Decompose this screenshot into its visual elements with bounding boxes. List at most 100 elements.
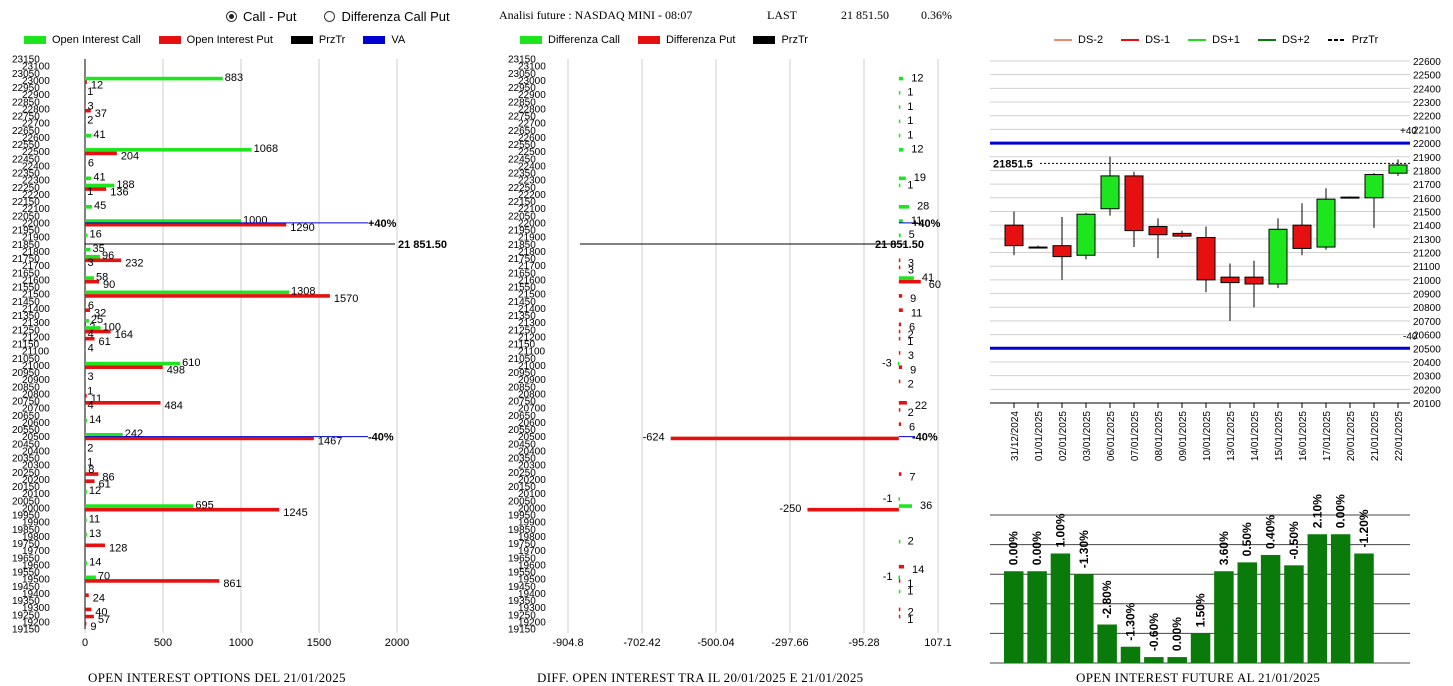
diff-put-value: 6 bbox=[909, 322, 915, 334]
candle-body bbox=[1220, 276, 1240, 284]
diff-put-bar bbox=[898, 308, 903, 312]
candle-date-label: 02/01/2025 bbox=[1058, 411, 1069, 461]
diff-strike-label: 22100 bbox=[518, 204, 546, 215]
oi-call-value: 35 bbox=[92, 243, 104, 255]
legend-swatch-put bbox=[158, 36, 181, 44]
legend-item-prztr: PrzTr bbox=[290, 34, 345, 46]
radio-dot-call-put[interactable] bbox=[226, 11, 237, 22]
diff-call-bar bbox=[898, 205, 910, 209]
future-bar-label: -0.60% bbox=[1147, 613, 1161, 651]
radio-call-put[interactable]: Call - Put bbox=[226, 9, 296, 24]
header-title: Analisi future : NASDAQ MINI - 08:07 bbox=[499, 8, 693, 22]
diff-strike-label: 22950 bbox=[508, 83, 536, 94]
oi-call-value: 1 bbox=[87, 186, 93, 198]
oi-call-value: 610 bbox=[182, 357, 200, 369]
diff-put-bar bbox=[898, 336, 901, 341]
oi-strike-label: 21550 bbox=[12, 283, 40, 294]
diff-strike-label: 20300 bbox=[518, 461, 546, 472]
oi-call-value: 2 bbox=[87, 442, 93, 454]
diff-call-value: 1 bbox=[907, 115, 913, 127]
future-bar bbox=[1354, 553, 1374, 663]
oi-call-value: 4 bbox=[88, 343, 94, 355]
oi-put-bar bbox=[85, 329, 111, 334]
diff-strike-label: 21950 bbox=[508, 226, 536, 237]
oi-call-value: 6 bbox=[88, 300, 94, 312]
diff-put-value: 22 bbox=[915, 400, 927, 412]
oi-put-value: 484 bbox=[165, 400, 183, 412]
legend-swatch-va bbox=[363, 36, 386, 44]
legend-candles: DS-2 DS-1 DS+1 DS+2 PrzTr bbox=[1054, 34, 1396, 46]
oi-call-bar bbox=[85, 404, 86, 409]
view-mode-selector[interactable]: Call - Put Differenza Call Put bbox=[226, 9, 450, 24]
diff-strike-label: 21450 bbox=[508, 297, 536, 308]
candle-date-label: 20/01/2025 bbox=[1346, 411, 1357, 461]
radio-dot-differenza[interactable] bbox=[324, 11, 336, 22]
legend-line-ds-1 bbox=[1121, 39, 1140, 41]
diff-strike-label: 20800 bbox=[518, 389, 546, 400]
future-bar bbox=[1237, 562, 1257, 663]
oi-strike-label: 20250 bbox=[12, 468, 40, 479]
oi-call-value: 3 bbox=[87, 100, 93, 112]
oi-xtick-label: 2000 bbox=[385, 637, 409, 649]
legend-swatch-diff-put bbox=[637, 36, 660, 44]
oi-put-bar bbox=[85, 579, 220, 583]
oi-strike-label: 20400 bbox=[22, 446, 50, 457]
oi-strike-label: 22550 bbox=[12, 140, 40, 151]
diff-put-bar bbox=[898, 258, 901, 263]
candle-body bbox=[1028, 246, 1048, 249]
diff-strike-label: 22750 bbox=[508, 112, 536, 123]
diff-put-value: 2 bbox=[908, 329, 914, 341]
diff-put-bar bbox=[898, 294, 903, 298]
legend-label-ds-2: DS-2 bbox=[1078, 34, 1104, 46]
oi-strike-label: 19350 bbox=[12, 596, 40, 607]
diff-put-bar bbox=[898, 614, 901, 619]
diff-call-bar bbox=[898, 589, 901, 594]
diff-strike-label: 21500 bbox=[518, 290, 546, 301]
diff-strike-label: 23050 bbox=[508, 69, 536, 80]
future-bar bbox=[1120, 646, 1141, 663]
oi-put-bar bbox=[85, 472, 99, 476]
diff-strike-label: 19500 bbox=[518, 575, 546, 586]
oi-call-value: 8 bbox=[88, 464, 94, 476]
oi-call-value: 4 bbox=[88, 400, 94, 412]
diff-put-bar bbox=[807, 507, 899, 512]
diff-put-value: 1 bbox=[907, 614, 913, 626]
legend-diff: Differenza Call Differenza Put PrzTr bbox=[520, 34, 826, 46]
diff-strike-label: 19150 bbox=[508, 625, 536, 636]
oi-put-bar bbox=[85, 365, 163, 369]
candle-date-label: 15/01/2025 bbox=[1274, 411, 1285, 461]
candle-ytick-label: 20700 bbox=[1413, 317, 1441, 328]
oi-call-bar bbox=[85, 76, 223, 81]
candle-body bbox=[1172, 232, 1192, 237]
candle-ytick-label: 22600 bbox=[1413, 57, 1441, 68]
diff-call-value: 12 bbox=[911, 72, 923, 84]
oi-strike-label: 21050 bbox=[12, 354, 40, 365]
radio-differenza[interactable]: Differenza Call Put bbox=[324, 9, 450, 24]
diff-xtick-label: -297.66 bbox=[771, 637, 808, 649]
diff-call-bar bbox=[898, 219, 903, 223]
oi-put-bar bbox=[85, 401, 161, 405]
diff-put-bar bbox=[670, 436, 899, 441]
future-bar-label: 0.00% bbox=[1170, 617, 1184, 651]
oi-xtick-label: 1000 bbox=[229, 637, 253, 649]
oi-call-bar bbox=[85, 575, 96, 580]
oi-call-value: 1 bbox=[87, 86, 93, 98]
diff-strike-label: 20150 bbox=[508, 482, 536, 493]
legend-line-ds-2 bbox=[1054, 39, 1072, 41]
future-bar bbox=[1330, 534, 1351, 663]
diff-strike-label: 20350 bbox=[508, 454, 536, 465]
oi-put-bar bbox=[85, 151, 117, 156]
legend-label-call: Open Interest Call bbox=[52, 34, 141, 46]
candle-date-label: 14/01/2025 bbox=[1250, 411, 1261, 461]
oi-call-value: 1308 bbox=[291, 286, 315, 298]
diff-put-bar bbox=[898, 265, 901, 270]
oi-call-bar bbox=[85, 183, 115, 188]
oi-call-value: 3 bbox=[87, 257, 93, 269]
oi-call-value: 45 bbox=[94, 200, 106, 212]
oi-put-value: 128 bbox=[109, 543, 127, 555]
oi-call-bar bbox=[85, 532, 88, 537]
oi-put-bar bbox=[85, 621, 87, 626]
candle-date-label: 10/01/2025 bbox=[1202, 411, 1213, 461]
diff-call-bar bbox=[898, 233, 901, 238]
oi-call-value: 14 bbox=[89, 414, 101, 426]
